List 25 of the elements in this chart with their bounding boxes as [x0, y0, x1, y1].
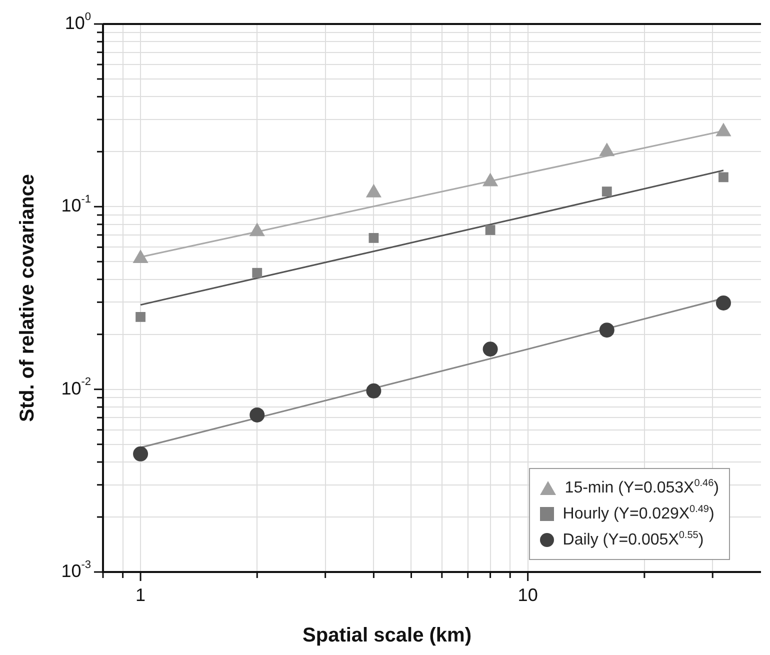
point: [482, 172, 498, 186]
point: [366, 383, 382, 398]
point: [482, 342, 498, 357]
point: [133, 446, 148, 462]
point: [602, 186, 612, 196]
point: [716, 122, 732, 136]
x-tick-label: 1: [136, 584, 146, 605]
point: [249, 222, 265, 236]
point: [250, 407, 265, 422]
legend-label: Daily (Y=0.005X$^{0.55}$): [562, 530, 704, 550]
point: [599, 322, 614, 338]
point: [366, 184, 382, 198]
legend-label: 15-min (Y=0.053X$^{0.46}$): [564, 478, 719, 498]
point: [136, 312, 146, 322]
x-tick-label: 10: [518, 584, 538, 605]
point: [132, 250, 148, 264]
point: [485, 225, 496, 235]
legend-label: Hourly (Y=0.029X$^{0.49}$): [562, 504, 714, 524]
x-axis-title: Spatial scale (km): [302, 624, 472, 647]
point: [716, 295, 731, 310]
point: [368, 233, 379, 243]
point: [718, 172, 728, 182]
point: [599, 142, 615, 156]
point: [252, 268, 262, 278]
y-axis-title: Std. of relative covariance: [16, 174, 39, 422]
